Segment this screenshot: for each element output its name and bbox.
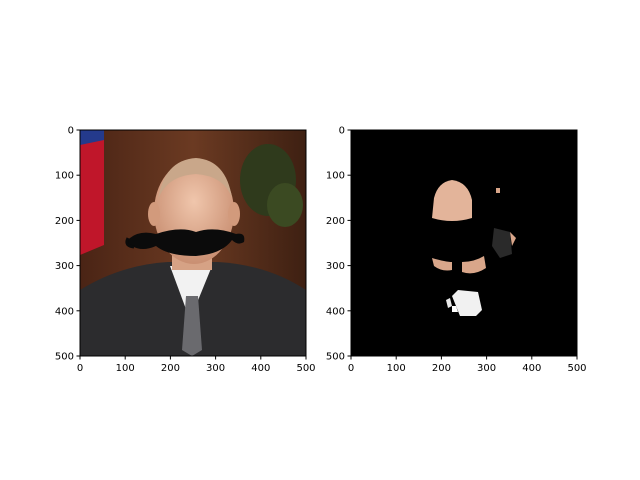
x-tick-label: 400 xyxy=(251,363,270,374)
right-axes-frame xyxy=(350,129,578,357)
x-tick-label: 100 xyxy=(387,363,406,374)
y-tick-label: 0 xyxy=(339,126,345,137)
x-tick-label: 0 xyxy=(348,363,354,374)
left-axes-frame xyxy=(79,129,307,357)
x-tick-label: 100 xyxy=(116,363,135,374)
y-tick-label: 0 xyxy=(68,126,74,137)
x-tick-label: 200 xyxy=(432,363,451,374)
x-tick-label: 300 xyxy=(206,363,225,374)
y-tick-label: 400 xyxy=(326,306,345,317)
y-tick-label: 200 xyxy=(326,216,345,227)
y-tick-label: 300 xyxy=(326,261,345,272)
x-tick-label: 500 xyxy=(567,363,586,374)
y-tick-label: 300 xyxy=(55,261,74,272)
right-image-panel xyxy=(351,130,577,356)
y-tick-label: 200 xyxy=(55,216,74,227)
y-tick-label: 400 xyxy=(55,306,74,317)
x-tick-label: 0 xyxy=(77,363,83,374)
x-tick-label: 500 xyxy=(296,363,315,374)
x-tick-label: 200 xyxy=(161,363,180,374)
y-tick-label: 100 xyxy=(326,171,345,182)
x-tick-label: 400 xyxy=(522,363,541,374)
left-image-panel xyxy=(80,130,306,356)
y-tick-label: 500 xyxy=(55,352,74,363)
y-tick-label: 100 xyxy=(55,171,74,182)
x-tick-label: 300 xyxy=(477,363,496,374)
y-tick-label: 500 xyxy=(326,352,345,363)
